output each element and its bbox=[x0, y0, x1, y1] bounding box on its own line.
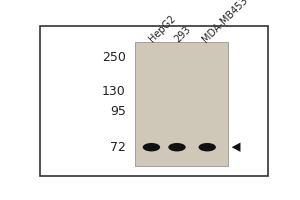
Text: 95: 95 bbox=[110, 105, 126, 118]
Text: 72: 72 bbox=[110, 141, 126, 154]
Text: MDA-MB453: MDA-MB453 bbox=[200, 0, 250, 44]
Text: HepG2: HepG2 bbox=[147, 13, 177, 44]
Text: 293: 293 bbox=[172, 24, 193, 44]
Ellipse shape bbox=[168, 143, 186, 151]
Bar bbox=[135, 42, 228, 166]
Ellipse shape bbox=[199, 143, 216, 151]
Text: 250: 250 bbox=[102, 51, 126, 64]
Ellipse shape bbox=[143, 143, 160, 151]
Text: 130: 130 bbox=[102, 85, 126, 98]
Polygon shape bbox=[232, 143, 241, 152]
